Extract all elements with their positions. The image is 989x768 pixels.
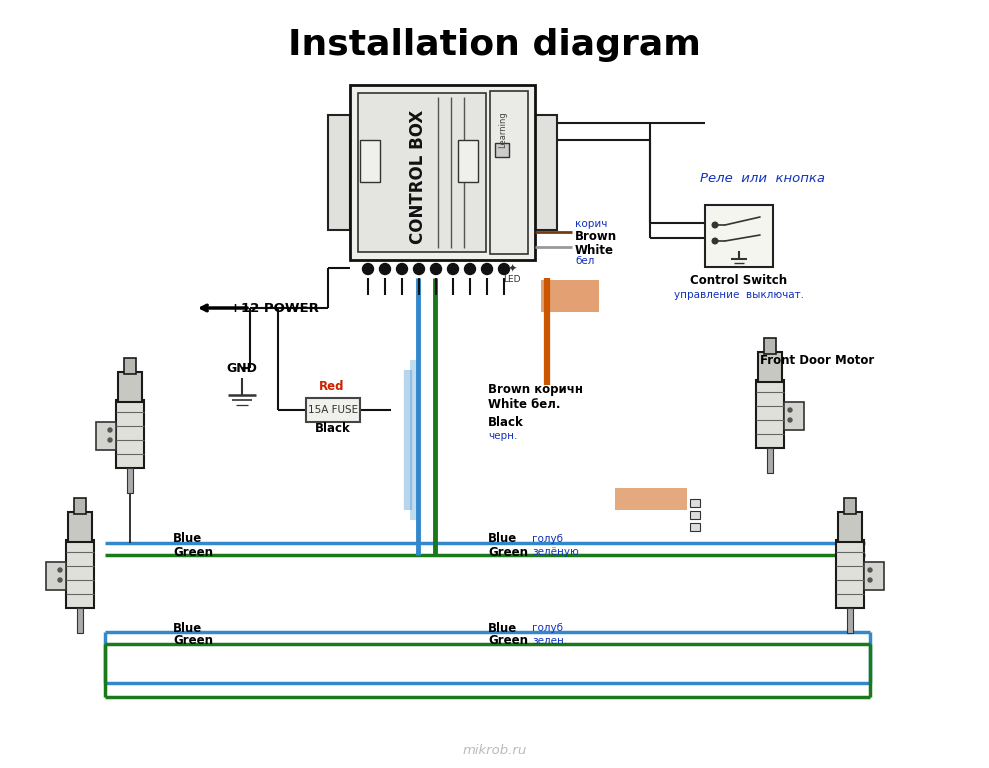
Bar — [360, 140, 380, 182]
Circle shape — [380, 263, 391, 274]
Bar — [758, 352, 782, 382]
Bar — [68, 512, 92, 542]
Circle shape — [788, 408, 792, 412]
Text: Brown коричн: Brown коричн — [488, 383, 583, 396]
Text: Front Door Motor: Front Door Motor — [760, 353, 874, 366]
Text: White: White — [575, 243, 614, 257]
Bar — [690, 511, 700, 519]
Bar — [764, 338, 776, 354]
Text: Blue: Blue — [488, 621, 517, 634]
Circle shape — [430, 263, 441, 274]
Circle shape — [363, 263, 374, 274]
Bar — [495, 143, 509, 157]
Bar — [127, 468, 133, 493]
Text: Black: Black — [488, 416, 524, 429]
Bar — [306, 398, 360, 422]
Bar — [118, 372, 142, 402]
Circle shape — [447, 263, 459, 274]
Bar — [46, 562, 66, 590]
Text: mikrob.ru: mikrob.ru — [463, 743, 526, 756]
Text: черн.: черн. — [488, 431, 517, 441]
Bar — [784, 402, 804, 430]
Text: корич: корич — [575, 219, 607, 229]
Bar — [77, 608, 83, 633]
Text: бел: бел — [575, 256, 594, 266]
Bar — [767, 448, 773, 473]
Text: Black: Black — [315, 422, 351, 435]
Text: GND: GND — [226, 362, 257, 375]
Bar — [458, 140, 478, 182]
Text: Green: Green — [488, 634, 528, 647]
Circle shape — [868, 578, 872, 582]
Text: Blue: Blue — [173, 532, 202, 545]
Bar — [690, 523, 700, 531]
Text: ✦: ✦ — [507, 264, 516, 274]
Bar — [844, 498, 856, 514]
Bar — [96, 422, 116, 450]
Text: управление  выключат.: управление выключат. — [674, 290, 804, 300]
Circle shape — [868, 568, 872, 572]
Bar — [350, 85, 535, 260]
Bar — [124, 358, 136, 374]
Text: 15A FUSE: 15A FUSE — [308, 405, 358, 415]
Bar — [838, 512, 862, 542]
Circle shape — [413, 263, 424, 274]
Text: голуб: голуб — [532, 534, 563, 544]
Text: голуб: голуб — [532, 623, 563, 633]
Circle shape — [58, 578, 62, 582]
Circle shape — [465, 263, 476, 274]
Bar — [328, 115, 350, 230]
Bar — [705, 205, 773, 267]
Text: Green: Green — [488, 545, 528, 558]
Bar — [490, 91, 528, 254]
Text: CONTROL BOX: CONTROL BOX — [409, 110, 427, 244]
Text: зелёную: зелёную — [532, 547, 579, 557]
Circle shape — [397, 263, 407, 274]
Text: Green: Green — [173, 634, 213, 647]
Text: Green: Green — [173, 545, 213, 558]
Bar — [864, 562, 884, 590]
Circle shape — [498, 263, 509, 274]
Bar — [690, 499, 700, 507]
Bar — [116, 400, 144, 468]
Text: White бел.: White бел. — [488, 399, 561, 412]
Text: Brown: Brown — [575, 230, 617, 243]
Bar — [535, 115, 557, 230]
Bar — [756, 380, 784, 448]
Bar — [410, 360, 417, 520]
Text: LED: LED — [503, 276, 521, 284]
Text: Learning: Learning — [498, 111, 507, 148]
Text: Control Switch: Control Switch — [690, 274, 787, 287]
Circle shape — [712, 222, 718, 228]
Bar — [74, 498, 86, 514]
Text: Blue: Blue — [173, 621, 202, 634]
Circle shape — [712, 238, 718, 243]
Circle shape — [788, 418, 792, 422]
Bar — [836, 540, 864, 608]
Text: Реле  или  кнопка: Реле или кнопка — [700, 171, 825, 184]
Circle shape — [108, 438, 112, 442]
Bar — [66, 540, 94, 608]
Text: Red: Red — [319, 379, 345, 392]
Bar — [847, 608, 853, 633]
Circle shape — [58, 568, 62, 572]
Text: Blue: Blue — [488, 532, 517, 545]
Text: Installation diagram: Installation diagram — [288, 28, 701, 62]
Circle shape — [108, 428, 112, 432]
Text: зелен.: зелен. — [532, 636, 568, 646]
Text: +12 POWER: +12 POWER — [230, 302, 318, 315]
Bar — [358, 93, 486, 252]
Bar — [541, 280, 599, 312]
Bar — [615, 488, 687, 510]
Circle shape — [482, 263, 493, 274]
